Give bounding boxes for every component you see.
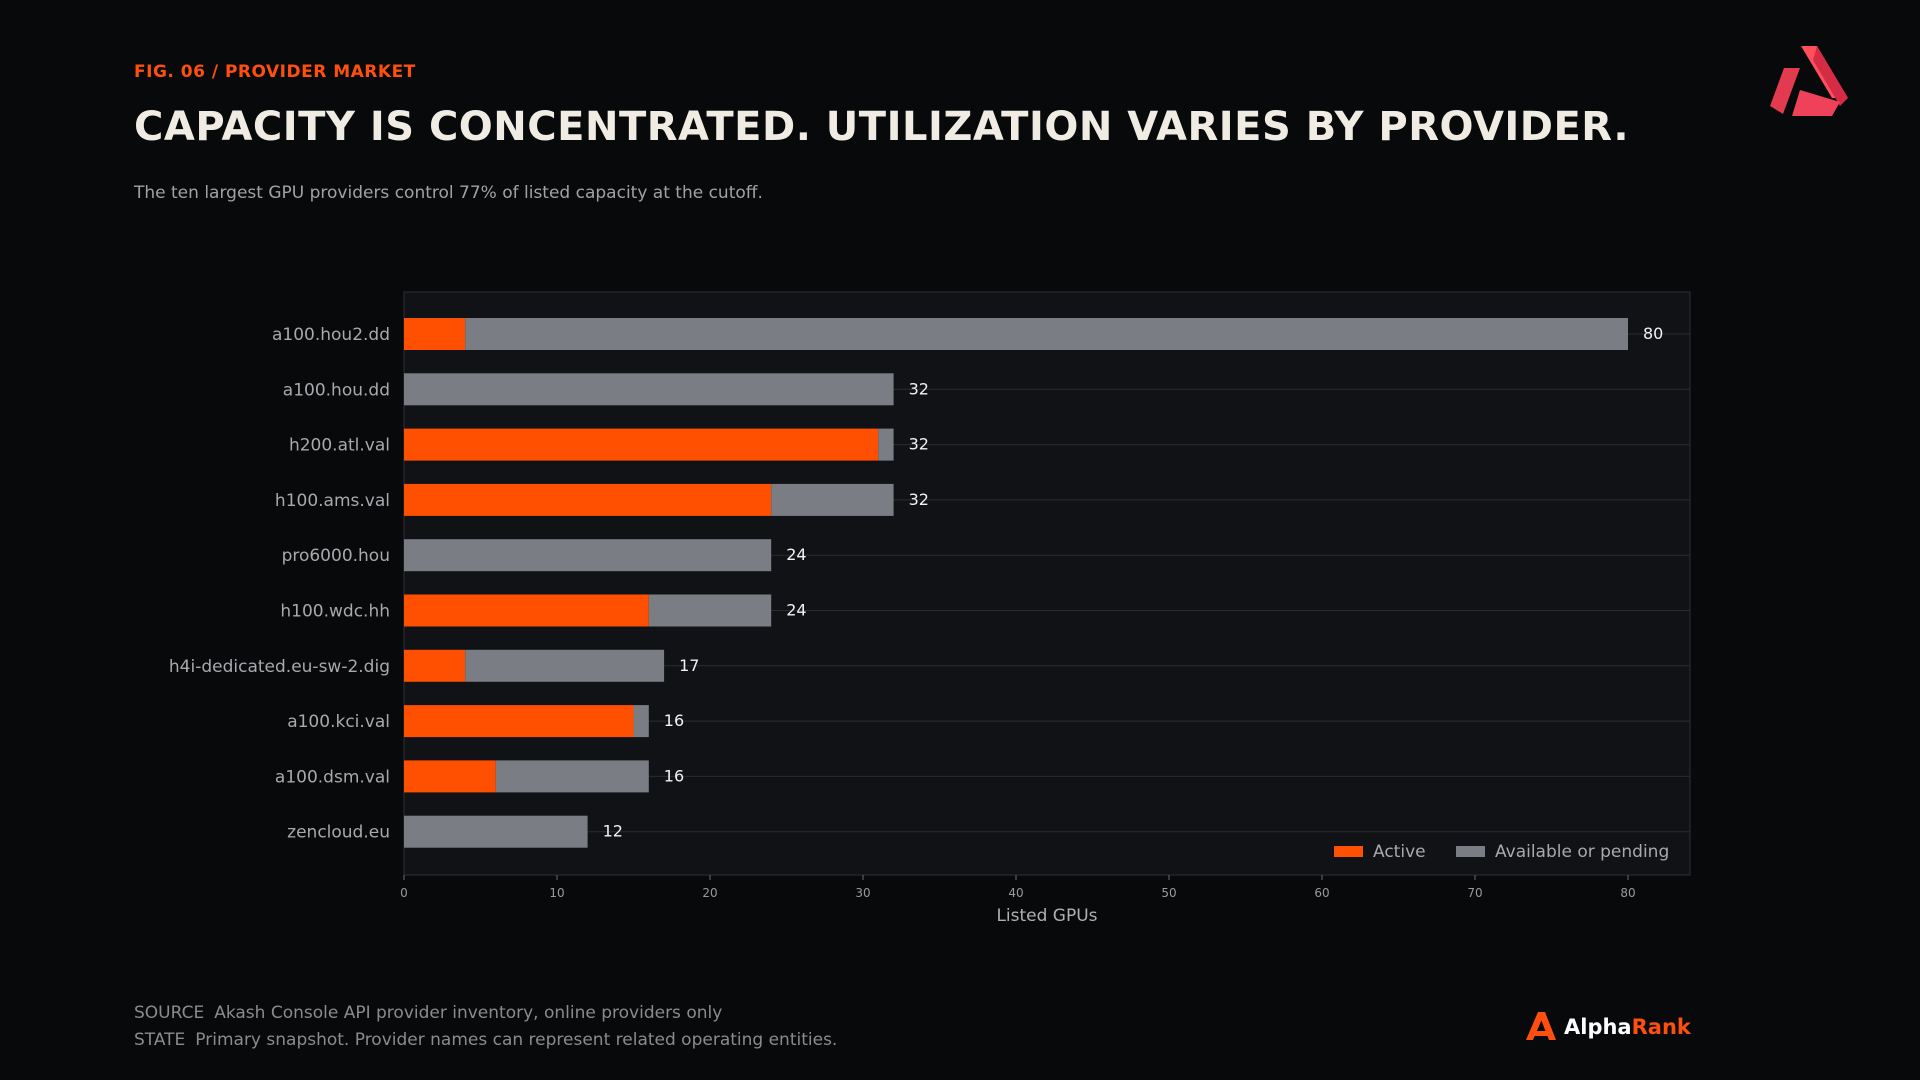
bar-active <box>404 594 649 627</box>
bar-active <box>404 705 634 738</box>
x-tick-label: 20 <box>702 886 717 900</box>
legend-swatch-available <box>1456 846 1485 857</box>
total-label: 32 <box>909 490 929 509</box>
akash-logo-icon <box>1770 46 1848 116</box>
category-label: zencloud.eu <box>287 823 390 843</box>
x-tick-label: 50 <box>1161 886 1176 900</box>
x-tick-label: 0 <box>400 886 408 900</box>
category-label: pro6000.hou <box>282 546 390 566</box>
x-tick-label: 60 <box>1314 886 1329 900</box>
total-label: 80 <box>1643 324 1663 343</box>
bar-available <box>404 373 894 406</box>
bar-active <box>404 760 496 793</box>
footer-source: SOURCE Akash Console API provider invento… <box>134 1003 722 1023</box>
bar-active <box>404 428 879 461</box>
bar-available <box>771 483 894 516</box>
total-label: 32 <box>909 435 929 454</box>
legend-swatch-active <box>1334 846 1363 857</box>
bar-available <box>495 760 649 793</box>
brand-name-alpha: Alpha <box>1564 1015 1632 1039</box>
x-tick-label: 70 <box>1467 886 1482 900</box>
brand-name-rank: Rank <box>1631 1015 1691 1039</box>
category-label: a100.hou2.dd <box>272 325 390 345</box>
page-subtitle: The ten largest GPU providers control 77… <box>134 183 763 203</box>
category-label: h4i-dedicated.eu-sw-2.dig <box>169 657 390 677</box>
state-key: STATE <box>134 1030 186 1050</box>
category-label: a100.dsm.val <box>275 767 390 787</box>
bar-available <box>404 815 588 848</box>
x-tick-label: 40 <box>1008 886 1023 900</box>
category-label: h100.ams.val <box>275 491 390 511</box>
x-tick-label: 30 <box>855 886 870 900</box>
bar-available <box>633 705 649 738</box>
bar-available <box>465 649 665 682</box>
x-axis-label: Listed GPUs <box>996 906 1097 926</box>
category-label: a100.kci.val <box>287 712 390 732</box>
bar-available <box>648 594 772 627</box>
alpharank-logo-icon <box>1526 1012 1556 1040</box>
page-title: CAPACITY IS CONCENTRATED. UTILIZATION VA… <box>134 104 1630 150</box>
legend-label-active: Active <box>1373 842 1426 862</box>
total-label: 24 <box>786 545 806 564</box>
bar-available <box>878 428 894 461</box>
brand-name: AlphaRank <box>1564 1015 1691 1039</box>
figure-label: FIG. 06 / PROVIDER MARKET <box>134 62 416 82</box>
footer-state: STATE Primary snapshot. Provider names ca… <box>134 1030 837 1050</box>
total-label: 32 <box>909 379 929 398</box>
x-tick-label: 10 <box>549 886 564 900</box>
bar-active <box>404 649 466 682</box>
bar-active <box>404 483 772 516</box>
legend-label-available: Available or pending <box>1495 842 1669 862</box>
source-key: SOURCE <box>134 1003 205 1023</box>
category-label: a100.hou.dd <box>283 380 390 400</box>
total-label: 17 <box>679 656 699 675</box>
category-label: h200.atl.val <box>289 436 390 456</box>
bar-available <box>465 318 1629 350</box>
alpharank-brand: AlphaRank <box>1526 1012 1691 1042</box>
x-tick-label: 80 <box>1620 886 1635 900</box>
category-label: h100.wdc.hh <box>280 602 390 622</box>
source-text: Akash Console API provider inventory, on… <box>214 1003 723 1023</box>
state-text: Primary snapshot. Provider names can rep… <box>195 1030 838 1050</box>
total-label: 16 <box>664 711 684 730</box>
total-label: 24 <box>786 601 806 620</box>
total-label: 16 <box>664 766 684 785</box>
bar-active <box>404 318 466 350</box>
bar-available <box>404 539 772 572</box>
total-label: 12 <box>603 822 623 841</box>
